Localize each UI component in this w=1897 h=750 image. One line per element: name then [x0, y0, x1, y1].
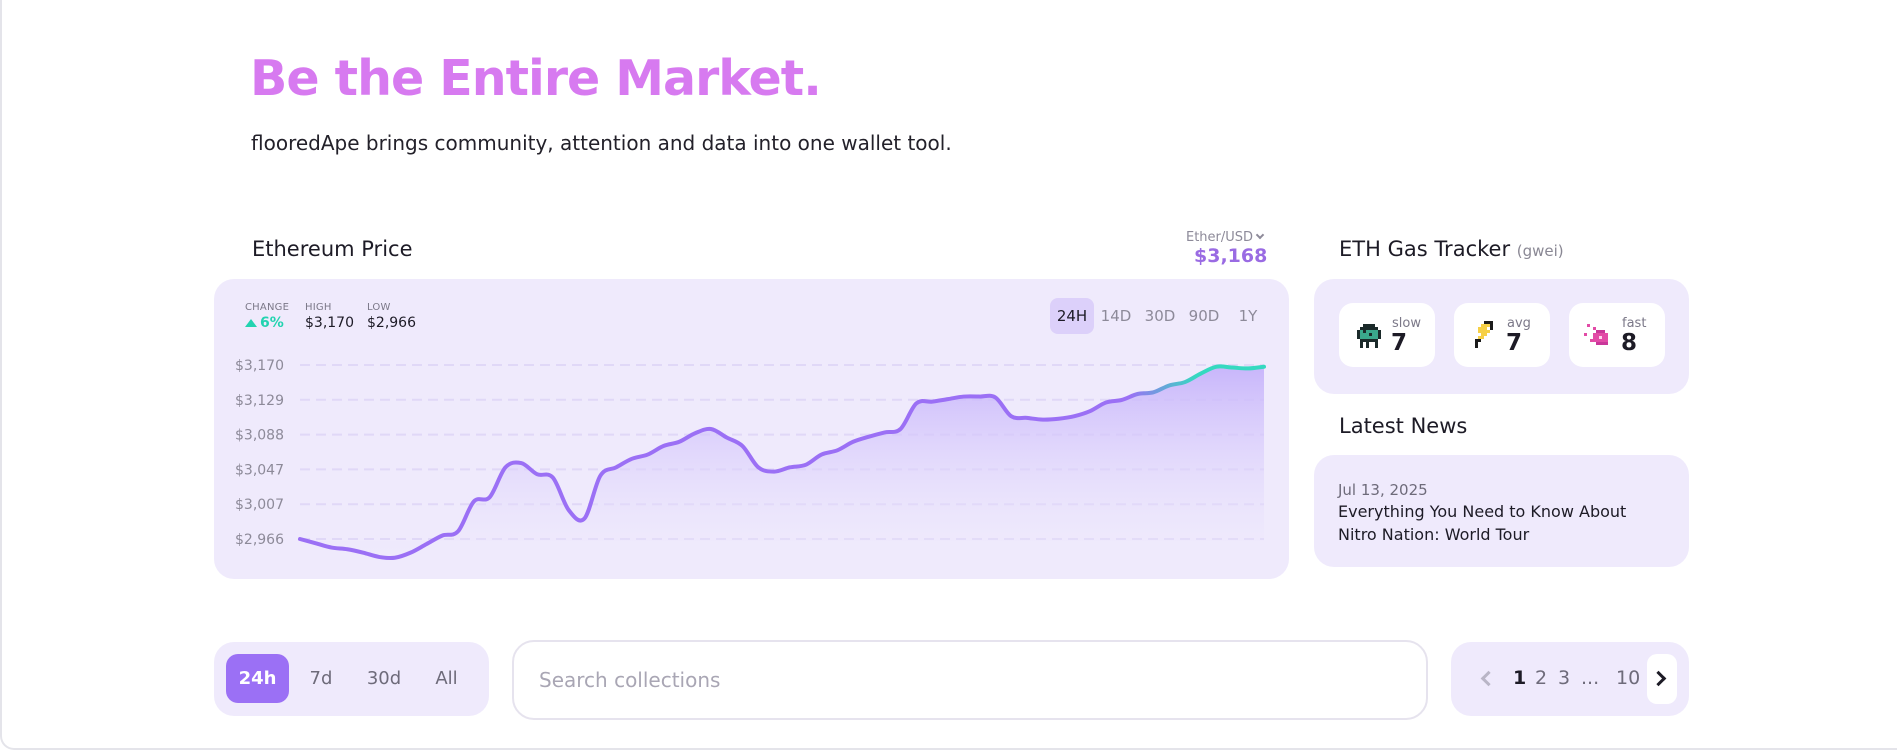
high-label: HIGH: [305, 302, 332, 313]
low-stat: LOW $2,966: [367, 302, 416, 331]
range-24h[interactable]: 24H: [1050, 298, 1094, 334]
search-collections-input[interactable]: [512, 640, 1428, 720]
turtle-icon: [1357, 324, 1381, 348]
gas-tier-slow: slow 7: [1339, 303, 1435, 367]
chevron-left-icon: [1480, 670, 1497, 687]
next-page-button[interactable]: [1647, 654, 1677, 704]
gas-slow-value: 7: [1391, 330, 1408, 356]
y-tick-label: $3,007: [235, 497, 284, 513]
low-label: LOW: [367, 302, 391, 313]
gas-title-text: ETH Gas Tracker: [1339, 237, 1511, 261]
pair-label: Ether/USD: [1186, 230, 1254, 245]
gas-avg-value: 7: [1506, 330, 1523, 356]
news-headline[interactable]: Everything You Need to Know About Nitro …: [1338, 502, 1627, 544]
gas-unit: (gwei): [1516, 242, 1564, 260]
gas-slow-label: slow: [1392, 316, 1421, 331]
range-1y[interactable]: 1Y: [1238, 307, 1258, 325]
hero-title: Be the Entire Market.: [250, 50, 822, 107]
page-1[interactable]: 1: [1513, 667, 1527, 689]
timeframe-7d-button[interactable]: 7d: [309, 668, 333, 689]
page-ellipsis: ...: [1581, 667, 1600, 689]
range-30d[interactable]: 30D: [1144, 307, 1176, 325]
y-tick-label: $2,966: [235, 532, 284, 548]
timeframe-24h-button[interactable]: 24h: [226, 654, 289, 703]
hero-subtitle: flooredApe brings community, attention a…: [251, 131, 952, 155]
price-chart-card: CHANGE 6% HIGH $3,170 LOW $2,966 24H 14D…: [214, 279, 1289, 579]
up-arrow-icon: [245, 319, 257, 327]
change-stat: CHANGE 6%: [245, 302, 289, 331]
timeframe-filter: 24h 7d 30d All: [214, 642, 489, 716]
news-card[interactable]: Jul 13, 2025 Everything You Need to Know…: [1314, 455, 1689, 567]
y-tick-label: $3,170: [235, 358, 284, 374]
news-date: Jul 13, 2025: [1338, 481, 1428, 499]
chevron-right-icon: [1650, 670, 1667, 687]
gas-tier-avg: avg 7: [1454, 303, 1550, 367]
low-value: $2,966: [367, 315, 416, 331]
range-14d[interactable]: 14D: [1100, 307, 1132, 325]
lightning-icon: [1475, 321, 1493, 348]
gas-fast-value: 8: [1621, 330, 1638, 356]
change-value: 6%: [245, 315, 289, 331]
change-percent: 6%: [260, 315, 284, 331]
change-label: CHANGE: [245, 302, 290, 313]
gas-tracker-title: ETH Gas Tracker (gwei): [1339, 237, 1564, 261]
timeframe-all-button[interactable]: All: [435, 668, 458, 689]
timeframe-30d-button[interactable]: 30d: [366, 668, 402, 689]
pair-selector[interactable]: Ether/USD: [1186, 230, 1265, 245]
prev-page-button[interactable]: [1471, 654, 1501, 704]
price-area: [300, 366, 1264, 559]
rocket-icon: [1584, 324, 1608, 345]
page-10[interactable]: 10: [1616, 667, 1641, 689]
gas-fast-label: fast: [1622, 316, 1647, 331]
gas-avg-label: avg: [1507, 316, 1531, 331]
price-chart: $3,170 $3,129 $3,088 $3,047 $3,007 $2,966: [235, 358, 1266, 561]
page-2[interactable]: 2: [1535, 667, 1548, 689]
gas-tracker-card: slow 7 avg 7 fast 8: [1314, 279, 1689, 394]
page-3[interactable]: 3: [1558, 667, 1571, 689]
gas-tier-fast: fast 8: [1569, 303, 1665, 367]
y-tick-label: $3,088: [235, 428, 284, 444]
price-line: [298, 364, 1266, 561]
y-tick-label: $3,129: [235, 393, 284, 409]
ethereum-price-title: Ethereum Price: [252, 237, 413, 261]
y-tick-label: $3,047: [235, 462, 284, 478]
range-selector: 24H 14D 30D 90D 1Y: [1050, 298, 1270, 334]
latest-news-title: Latest News: [1339, 414, 1468, 438]
range-90d[interactable]: 90D: [1188, 307, 1220, 325]
high-value: $3,170: [305, 315, 354, 331]
pagination: 1 2 3 ... 10: [1451, 642, 1689, 716]
chevron-down-icon: [1255, 230, 1265, 240]
high-stat: HIGH $3,170: [305, 302, 354, 331]
eth-price-value: $3,168: [1194, 245, 1268, 267]
